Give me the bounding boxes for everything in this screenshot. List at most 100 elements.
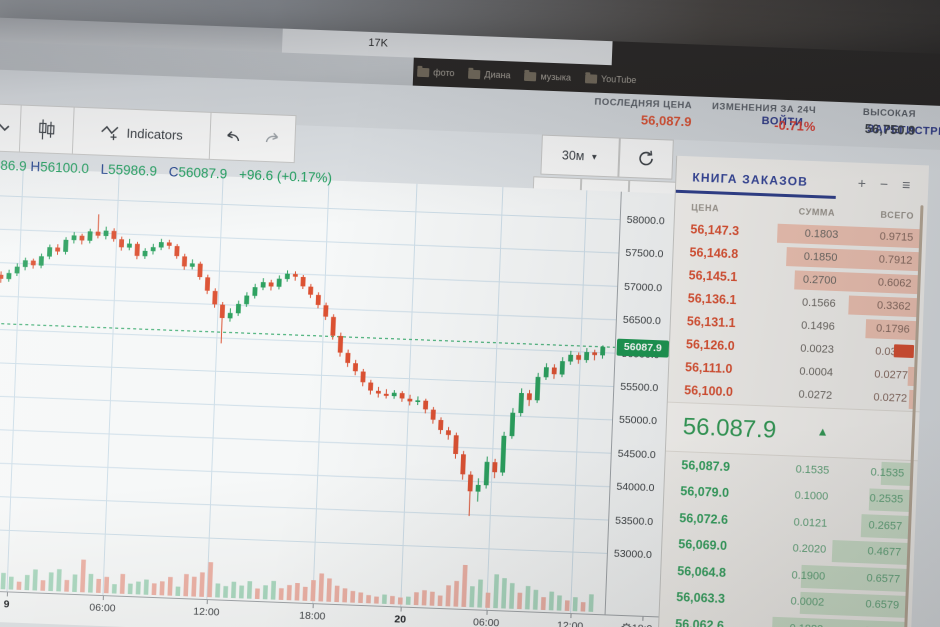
price-cell: 56,062.6 xyxy=(674,616,725,627)
indicators-label: Indicators xyxy=(126,125,184,143)
menu-icon[interactable]: ≡ xyxy=(901,176,911,193)
bookmark-item[interactable]: YouTube xyxy=(584,73,637,85)
time-tick-mark xyxy=(6,592,8,597)
order-book-panel: КНИГА ЗАКАЗОВ + − ≡ ЦЕНА СУММА ВСЕГО 56,14… xyxy=(655,155,930,627)
gear-icon: ⚙ xyxy=(620,620,633,627)
amount-cell: 0.1496 xyxy=(800,319,835,333)
interval-dropdown[interactable]: 30м ▼ xyxy=(540,134,620,178)
high-value: 56100.0 xyxy=(39,159,90,177)
time-tick-label: 18:0 xyxy=(632,622,653,627)
time-tick-label: 9 xyxy=(3,598,10,611)
candlestick-chart[interactable] xyxy=(0,166,621,615)
total-cell: 0.6577 xyxy=(866,572,901,586)
order-book-controls: + − ≡ xyxy=(857,175,910,193)
price-cell: 56,100.0 xyxy=(683,383,734,400)
zoom-out-icon[interactable]: − xyxy=(879,175,889,192)
candle-style-button[interactable] xyxy=(19,104,75,155)
candlestick-icon xyxy=(39,119,55,140)
chart-toolbar: Indicators xyxy=(0,103,297,164)
amount-cell: 0.0121 xyxy=(793,516,828,530)
price-tick: 53500.0 xyxy=(614,514,654,528)
folder-icon xyxy=(417,67,430,77)
time-tick-label: 06:00 xyxy=(472,616,500,627)
price-cell: 56,069.0 xyxy=(678,537,728,554)
time-tick-label: 06:00 xyxy=(89,601,116,615)
indicators-icon xyxy=(101,125,119,141)
wave-icon xyxy=(0,123,10,132)
amount-cell: 0.1566 xyxy=(801,296,836,310)
redo-icon[interactable] xyxy=(262,132,280,145)
tab-title: 17K xyxy=(368,36,389,50)
price-tick: 57500.0 xyxy=(625,247,664,261)
price-tick: 55000.0 xyxy=(618,414,658,428)
amount-cell: 0.2020 xyxy=(792,542,827,557)
alert-badge xyxy=(893,344,915,359)
amount-cell: 0.1535 xyxy=(795,463,830,477)
price-cell: 56,079.0 xyxy=(680,484,730,501)
total-cell: 0.6062 xyxy=(877,276,912,290)
time-tick-mark xyxy=(206,600,208,605)
time-tick-mark xyxy=(102,596,104,601)
zoom-in-icon[interactable]: + xyxy=(857,174,867,192)
time-tick-label: 12:00 xyxy=(192,605,220,619)
total-cell: 0.3362 xyxy=(876,299,911,313)
interval-label: 30м xyxy=(561,148,585,164)
current-price-tag: 56087.9 xyxy=(616,338,670,358)
folder-icon xyxy=(468,69,481,79)
stat-high: ВЫСОКАЯ 56,750.9 xyxy=(862,106,917,138)
price-cell: 56,064.8 xyxy=(677,563,727,580)
time-tick-mark xyxy=(400,607,402,612)
amount-cell: 0.1000 xyxy=(794,489,829,504)
price-cell: 56,136.1 xyxy=(687,291,737,308)
price-tick: 57000.0 xyxy=(623,280,663,295)
low-value: 55986.9 xyxy=(107,161,158,179)
price-tick: 54500.0 xyxy=(617,447,656,461)
price-cell: 56,131.1 xyxy=(686,314,736,331)
bookmark-item[interactable]: Диана xyxy=(468,69,511,80)
browser-window: 17K фото Диана музыка YouTube ВОЙТИ ЗАРЕГИС… xyxy=(0,17,940,627)
price-tick: 58000.0 xyxy=(626,213,665,228)
total-cell: 0.0277 xyxy=(874,368,909,382)
close-value: 56087.9 xyxy=(178,164,228,182)
price-cell: 56,147.3 xyxy=(690,222,740,239)
total-cell: 0.1796 xyxy=(875,322,910,336)
total-cell: 0.2535 xyxy=(869,492,904,506)
price-cell: 56,145.1 xyxy=(688,268,738,285)
price-cell: 56,126.0 xyxy=(685,337,735,354)
amount-cell: 0.1850 xyxy=(803,250,838,265)
time-tick-mark xyxy=(642,616,644,621)
current-price-value: 56.087.9 xyxy=(682,413,777,444)
time-tick-label: 18:00 xyxy=(298,609,326,623)
time-tick-label: 20 xyxy=(394,613,407,626)
column-header-1: СУММА xyxy=(798,206,836,218)
interval-controls: 30м ▼ xyxy=(540,134,674,180)
undo-redo-group xyxy=(209,111,297,164)
total-cell: 0.7912 xyxy=(878,253,913,267)
time-tick-mark xyxy=(312,604,314,609)
amount-cell: 0.0272 xyxy=(798,388,833,402)
amount-cell: 0.1900 xyxy=(791,569,826,583)
time-tick-label: 12:00 xyxy=(556,619,584,627)
amount-cell: 0.0023 xyxy=(800,342,835,356)
folder-icon xyxy=(584,73,598,84)
total-cell: 0.6579 xyxy=(865,598,900,612)
price-cell: 56,087.9 xyxy=(681,457,731,474)
bookmark-item[interactable]: фото xyxy=(417,67,455,78)
price-cell: 56,146.8 xyxy=(689,245,739,262)
bookmark-item[interactable]: музыка xyxy=(524,71,571,83)
refresh-button[interactable] xyxy=(618,137,674,180)
total-cell: 0.1535 xyxy=(870,466,905,480)
axis-settings-button[interactable]: ⚙ xyxy=(620,620,633,627)
price-cell: 56,072.6 xyxy=(679,510,729,527)
up-caret-icon: ▲ xyxy=(816,424,829,439)
indicators-button[interactable]: Indicators xyxy=(72,106,212,160)
price-cell: 56,063.3 xyxy=(676,590,726,607)
refresh-icon xyxy=(639,150,653,166)
high-label: H xyxy=(30,158,41,175)
undo-icon[interactable] xyxy=(224,130,242,143)
time-tick-mark xyxy=(570,614,572,619)
total-cell: 0.4677 xyxy=(867,545,902,559)
cursor-tool-button[interactable] xyxy=(0,103,22,153)
order-book-title: КНИГА ЗАКАЗОВ xyxy=(692,170,809,189)
